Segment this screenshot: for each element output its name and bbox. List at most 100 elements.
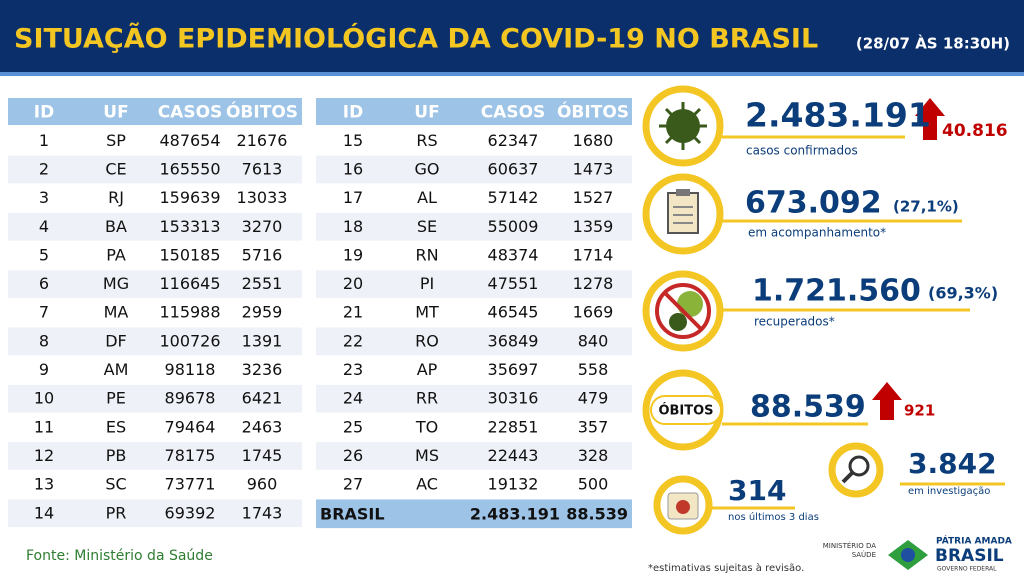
source: Fonte: Ministério da Saúde bbox=[26, 548, 213, 564]
cell: 10 bbox=[34, 389, 54, 408]
cell: MG bbox=[103, 274, 129, 293]
cell: 1391 bbox=[242, 331, 283, 350]
cell: 12 bbox=[34, 446, 54, 465]
flag-mark bbox=[888, 540, 928, 570]
row-bg bbox=[316, 327, 632, 356]
cell: MA bbox=[104, 303, 129, 322]
cell: 1 bbox=[39, 131, 49, 150]
row-bg bbox=[316, 155, 632, 184]
cell: 100726 bbox=[159, 331, 220, 350]
total-cell: 88.539 bbox=[566, 504, 628, 523]
cell: 3236 bbox=[242, 360, 283, 379]
cell: 7 bbox=[39, 303, 49, 322]
stat-value: 2.483.191 bbox=[745, 96, 931, 135]
cell: RO bbox=[415, 331, 439, 350]
row-bg bbox=[8, 298, 302, 327]
cell: 5716 bbox=[242, 245, 283, 264]
cell: SP bbox=[106, 131, 126, 150]
cell: CE bbox=[105, 159, 126, 178]
cell: 9 bbox=[39, 360, 49, 379]
cell: 1669 bbox=[573, 303, 614, 322]
cell: 13 bbox=[34, 475, 54, 494]
stat-increase: 921 bbox=[904, 402, 935, 420]
cell: 62347 bbox=[488, 131, 539, 150]
cell: MS bbox=[415, 446, 439, 465]
cell: 16 bbox=[343, 159, 363, 178]
cell: 2959 bbox=[242, 303, 283, 322]
cell: BA bbox=[105, 217, 127, 236]
row-bg bbox=[8, 241, 302, 270]
row-bg bbox=[8, 499, 302, 528]
badge-label: ÓBITOS bbox=[658, 403, 713, 419]
cell: 78175 bbox=[165, 446, 216, 465]
cell: 22 bbox=[343, 331, 363, 350]
cell: AP bbox=[417, 360, 438, 379]
cell: 1714 bbox=[573, 245, 614, 264]
cell: 159639 bbox=[159, 188, 220, 207]
cell: 15 bbox=[343, 131, 363, 150]
cell: 960 bbox=[247, 475, 278, 494]
cell: 46545 bbox=[488, 303, 539, 322]
column-header: UF bbox=[103, 103, 128, 123]
cell: 35697 bbox=[488, 360, 539, 379]
title: SITUAÇÃO EPIDEMIOLÓGICA DA COVID-19 NO B… bbox=[14, 23, 818, 55]
cell: 27 bbox=[343, 475, 363, 494]
cell: 357 bbox=[578, 417, 609, 436]
row-bg bbox=[8, 384, 302, 413]
no-virus-icon bbox=[655, 283, 711, 339]
row-bg bbox=[316, 298, 632, 327]
stat-value: 314 bbox=[728, 474, 786, 507]
cell: 89678 bbox=[165, 389, 216, 408]
cell: 98118 bbox=[165, 360, 216, 379]
column-header: ÓBITOS bbox=[557, 101, 629, 123]
cell: 55009 bbox=[488, 217, 539, 236]
cell: 21 bbox=[343, 303, 363, 322]
row-bg bbox=[316, 127, 632, 155]
stat-share: (27,1%) bbox=[893, 198, 959, 216]
cell: SC bbox=[105, 475, 126, 494]
cell: 328 bbox=[578, 446, 609, 465]
row-bg bbox=[8, 212, 302, 241]
row-bg bbox=[316, 270, 632, 298]
badge bbox=[650, 395, 722, 425]
cell: SE bbox=[417, 217, 437, 236]
cell: PE bbox=[106, 389, 126, 408]
column-header: ÓBITOS bbox=[226, 101, 298, 123]
header-band bbox=[0, 0, 1024, 72]
cell: 840 bbox=[578, 331, 609, 350]
row-bg bbox=[8, 470, 302, 499]
cell: 6 bbox=[39, 274, 49, 293]
stat-increase: 40.816 bbox=[942, 121, 1008, 141]
cell: RN bbox=[415, 245, 438, 264]
cell: 479 bbox=[578, 389, 609, 408]
cell: 6421 bbox=[242, 389, 283, 408]
cell: 8 bbox=[39, 331, 49, 350]
row-bg bbox=[316, 241, 632, 270]
cell: 57142 bbox=[488, 188, 539, 207]
cell: 558 bbox=[578, 360, 609, 379]
header-rule bbox=[0, 72, 1024, 76]
cell: 3 bbox=[39, 188, 49, 207]
cell: 20 bbox=[343, 274, 363, 293]
cell: AM bbox=[104, 360, 129, 379]
cell: DF bbox=[105, 331, 127, 350]
stat-share: (69,3%) bbox=[928, 284, 998, 303]
cell: PR bbox=[106, 503, 127, 522]
row-bg bbox=[8, 127, 302, 155]
brand: BRASIL bbox=[935, 546, 1004, 566]
cell: 7613 bbox=[242, 159, 283, 178]
cell: 13033 bbox=[237, 188, 288, 207]
clipboard-icon bbox=[667, 189, 699, 234]
search-icon bbox=[841, 455, 870, 484]
cell: 2 bbox=[39, 159, 49, 178]
cell: 500 bbox=[578, 475, 609, 494]
cell: ES bbox=[106, 417, 126, 436]
cell: 1680 bbox=[573, 131, 614, 150]
cell: 1527 bbox=[573, 188, 614, 207]
stat-label: recuperados* bbox=[754, 315, 835, 329]
stat-value: 3.842 bbox=[908, 447, 997, 480]
cell: RS bbox=[416, 131, 437, 150]
row-bg bbox=[8, 356, 302, 384]
